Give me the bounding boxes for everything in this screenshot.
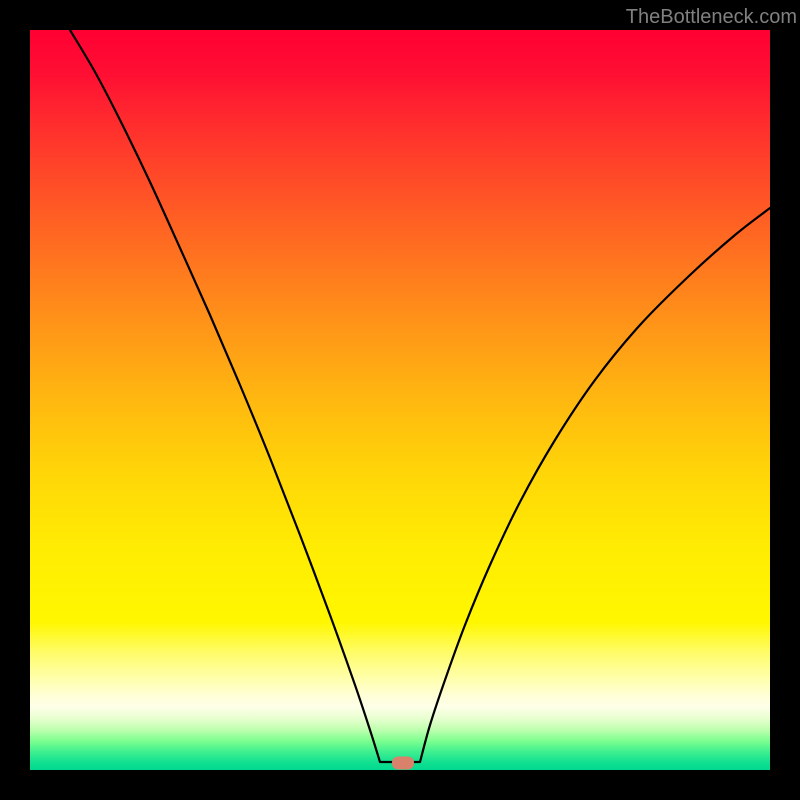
watermark-text: TheBottleneck.com	[626, 6, 797, 28]
chart-svg: TheBottleneck.com	[0, 0, 800, 800]
plot-background	[30, 30, 770, 770]
optimal-marker	[392, 757, 414, 770]
bottleneck-chart: TheBottleneck.com	[0, 0, 800, 800]
